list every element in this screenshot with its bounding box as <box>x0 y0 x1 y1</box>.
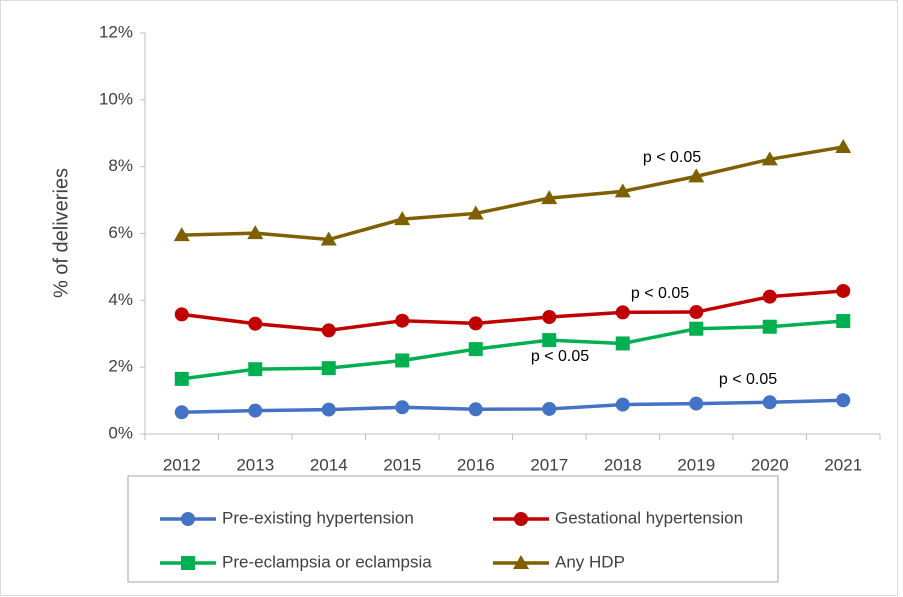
x-tick-label: 2020 <box>751 455 789 474</box>
series-line <box>181 145 844 242</box>
marker <box>689 321 704 336</box>
marker <box>542 333 557 348</box>
marker <box>615 305 630 320</box>
legend-marker <box>514 512 528 526</box>
y-tick-label: 12% <box>99 22 133 41</box>
marker <box>541 190 558 205</box>
y-tick-label: 2% <box>108 357 133 376</box>
marker <box>174 307 189 322</box>
series-line <box>181 289 844 333</box>
marker <box>835 138 852 153</box>
series-line <box>181 319 844 381</box>
y-tick-label: 6% <box>108 223 133 242</box>
marker <box>468 342 483 357</box>
marker <box>248 362 263 377</box>
marker <box>688 168 705 183</box>
legend-marker <box>181 512 195 526</box>
x-tick-label: 2016 <box>457 455 495 474</box>
marker <box>615 397 630 412</box>
marker <box>542 310 557 325</box>
marker <box>836 393 851 408</box>
marker <box>174 405 189 420</box>
marker <box>248 316 263 331</box>
marker <box>320 231 337 246</box>
marker <box>542 401 557 416</box>
annotation: p < 0.05 <box>631 285 689 302</box>
marker <box>321 402 336 417</box>
y-tick-label: 4% <box>108 290 133 309</box>
y-tick-label: 0% <box>108 423 133 442</box>
annotation: p < 0.05 <box>531 348 589 365</box>
legend-marker <box>513 555 529 569</box>
marker <box>395 353 410 368</box>
marker <box>762 289 777 304</box>
marker <box>762 395 777 410</box>
x-tick-label: 2013 <box>236 455 274 474</box>
marker <box>468 316 483 331</box>
marker <box>395 313 410 328</box>
marker <box>247 225 264 240</box>
marker <box>761 151 778 166</box>
y-axis-label: % of deliveries <box>50 168 72 298</box>
legend-label: Gestational hypertension <box>555 508 743 527</box>
marker <box>174 371 189 386</box>
marker <box>395 400 410 415</box>
x-tick-label: 2018 <box>604 455 642 474</box>
x-tick-label: 2017 <box>530 455 568 474</box>
marker <box>689 305 704 320</box>
marker <box>248 403 263 418</box>
annotation: p < 0.05 <box>643 149 701 166</box>
marker <box>689 396 704 411</box>
x-tick-label: 2019 <box>677 455 715 474</box>
y-tick-label: 8% <box>108 156 133 175</box>
marker <box>615 336 630 351</box>
marker <box>468 402 483 417</box>
marker <box>173 227 190 242</box>
marker <box>467 205 484 220</box>
legend-box <box>127 475 779 583</box>
annotation: p < 0.05 <box>719 371 777 388</box>
x-tick-label: 2021 <box>824 455 862 474</box>
legend-label: Any HDP <box>555 552 625 571</box>
marker <box>762 319 777 334</box>
marker <box>321 361 336 376</box>
x-tick-label: 2015 <box>383 455 421 474</box>
legend-marker <box>181 556 195 570</box>
marker <box>394 211 411 226</box>
x-tick-label: 2012 <box>163 455 201 474</box>
marker <box>836 314 851 329</box>
y-tick-label: 10% <box>99 89 133 108</box>
x-tick-label: 2014 <box>310 455 348 474</box>
marker <box>614 183 631 198</box>
legend-label: Pre-eclampsia or eclampsia <box>222 552 432 571</box>
series-line <box>181 398 844 415</box>
marker <box>836 283 851 298</box>
legend-label: Pre-existing hypertension <box>222 508 414 527</box>
marker <box>321 323 336 338</box>
